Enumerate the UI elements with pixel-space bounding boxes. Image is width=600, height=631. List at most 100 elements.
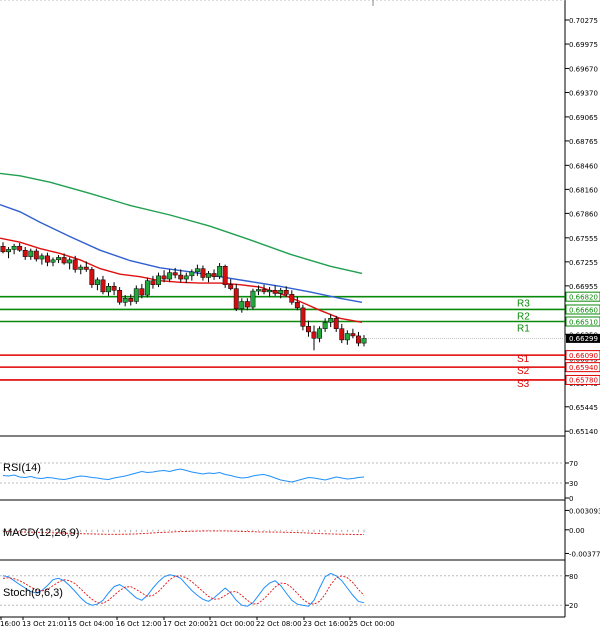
level-label-s2: S2 (517, 366, 530, 377)
level-badge (565, 374, 600, 385)
level-badge (565, 291, 600, 302)
level-label-s1: S1 (517, 354, 530, 365)
candle-down (283, 290, 289, 295)
candle-up (183, 275, 189, 280)
candle-down (111, 286, 117, 291)
candle-up (78, 266, 84, 270)
candle-down (350, 333, 356, 337)
time-axis-label: 25 Oct 00:00 (349, 620, 395, 628)
candle-up (328, 318, 334, 323)
stoch-signal-line (2, 575, 365, 605)
time-axis-label: 15 Oct 04:00 (68, 620, 114, 628)
candle-up (56, 257, 61, 261)
candle-down (311, 331, 317, 339)
stoch-main-line (2, 572, 365, 607)
candle-up (239, 301, 245, 309)
level-badge (565, 304, 600, 315)
price-tick-label: 0.68765 (569, 138, 598, 146)
candle-up (11, 245, 17, 250)
candle-down (72, 259, 78, 270)
stoch-axis-label: 80 (569, 573, 578, 581)
candle-up (267, 290, 273, 293)
candle-up (144, 280, 150, 296)
candle-down (339, 328, 345, 341)
candle-down (355, 335, 361, 344)
price-tick-label: 0.69065 (569, 114, 598, 122)
candle-up (6, 249, 12, 253)
level-badge (565, 350, 600, 361)
candle-up (167, 272, 173, 280)
time-axis-label: 23 Oct 16:00 (303, 620, 349, 628)
price-tick-label: 0.67255 (569, 259, 598, 267)
candle-up (217, 265, 223, 277)
level-label-r3: R3 (517, 299, 530, 310)
candle-down (0, 245, 6, 253)
candle-down (333, 318, 339, 329)
candle-up (156, 275, 161, 285)
level-price-badge: 0.66090 (569, 352, 598, 360)
stoch-label: Stoch(9,6,3) (3, 587, 63, 599)
candle-down (200, 268, 206, 278)
time-axis-label: 22 Oct 08:00 (256, 620, 302, 628)
candle-down (44, 255, 50, 263)
candle-up (67, 259, 73, 264)
level-price-badge: 0.66660 (569, 306, 598, 314)
level-price-badge: 0.66510 (569, 318, 598, 326)
candle-down (233, 288, 239, 309)
price-tick-label: 0.69975 (569, 41, 598, 49)
candle-down (33, 250, 39, 260)
rsi-axis-label: 70 (569, 460, 578, 468)
level-price-badge: 0.66820 (569, 293, 598, 301)
time-axis-label: 13 Oct 21:01 (22, 620, 68, 628)
rsi-label: RSI(14) (3, 462, 41, 474)
candle-down (178, 274, 184, 280)
candle-down (261, 289, 267, 293)
macd-signal-line (3, 530, 365, 536)
level-label-r2: R2 (517, 311, 530, 322)
candle-down (17, 245, 23, 251)
candle-down (306, 326, 311, 333)
time-axis-label: 16:00 (0, 620, 20, 628)
candle-up (122, 298, 128, 303)
price-tick-label: 0.70275 (569, 17, 598, 25)
candle-up (322, 322, 328, 329)
price-tick-label: 0.65140 (569, 428, 598, 436)
price-tick-label: 0.68460 (569, 162, 598, 170)
candle-up (206, 273, 211, 278)
candle-down (244, 301, 250, 308)
level-price-badge: 0.65940 (569, 364, 598, 372)
candle-up (250, 290, 256, 308)
candle-down (161, 275, 167, 280)
candle-down (128, 298, 134, 302)
candle-down (139, 288, 145, 296)
price-tick-label: 0.68160 (569, 186, 598, 194)
time-axis-label: 16 Oct 12:00 (116, 620, 162, 628)
macd-axis-label: -0.003776 (569, 550, 600, 558)
candle-up (278, 290, 284, 294)
price-tick-label: 0.66955 (569, 283, 598, 291)
candle-up (256, 289, 261, 292)
moving-average-3 (0, 237, 363, 323)
candle-down (117, 290, 123, 303)
moving-average-1 (0, 172, 363, 275)
macd-axis-label: 0.003093 (569, 507, 600, 515)
candle-down (228, 284, 234, 289)
current-price-badge (566, 333, 600, 343)
candle-down (272, 290, 278, 294)
candle-up (344, 333, 350, 341)
candle-down (172, 272, 178, 276)
candle-down (294, 302, 300, 309)
level-badge (565, 316, 600, 327)
rsi-axis-label: 30 (569, 480, 578, 488)
price-tick-label: 0.69670 (569, 65, 598, 73)
candle-down (83, 266, 89, 270)
candle-up (133, 288, 139, 302)
candle-up (28, 250, 34, 257)
candle-up (50, 259, 56, 263)
time-axis-label: 21 Oct 00:00 (209, 620, 255, 628)
candle-down (222, 265, 228, 285)
price-tick-label: 0.69370 (569, 89, 598, 97)
candle-down (22, 249, 28, 257)
candle-up (361, 338, 367, 344)
